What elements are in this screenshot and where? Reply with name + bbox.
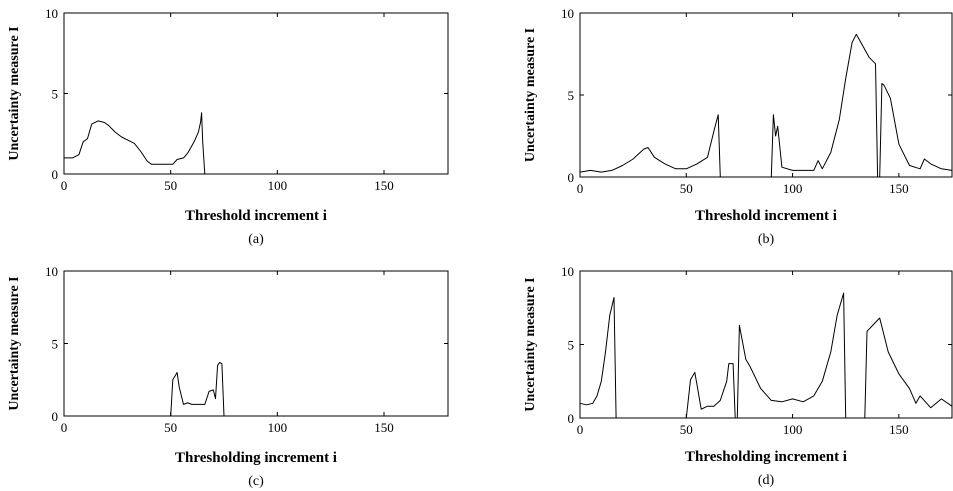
plot-frame xyxy=(579,270,953,419)
y-tick-label: 10 xyxy=(561,264,574,279)
x-tick-label: 0 xyxy=(61,178,68,193)
y-tick-label: 5 xyxy=(568,338,575,353)
x-tick-label: 50 xyxy=(680,181,693,196)
y-tick-label: 10 xyxy=(45,6,58,21)
x-tick-label: 0 xyxy=(577,181,584,196)
x-axis-label: Threshold increment i xyxy=(185,208,327,224)
x-axis-label: Thresholding increment i xyxy=(685,449,847,465)
plot-frame xyxy=(63,12,449,175)
x-tick-label: 150 xyxy=(374,178,394,193)
y-tick-label: 5 xyxy=(52,337,59,352)
x-tick-label: 0 xyxy=(577,422,584,437)
series-line xyxy=(579,33,953,178)
y-axis-label: Uncertainty measure I xyxy=(523,277,538,411)
x-tick-label: 100 xyxy=(268,178,288,193)
y-tick-label: 0 xyxy=(52,167,59,182)
panel-caption: (d) xyxy=(758,473,775,488)
y-tick-label: 10 xyxy=(45,264,58,279)
x-tick-label: 0 xyxy=(61,420,68,435)
y-axis-label: Uncertainty measure I xyxy=(7,276,22,410)
y-tick-label: 10 xyxy=(561,6,574,21)
x-tick-label: 100 xyxy=(783,422,803,437)
series-line xyxy=(579,292,953,419)
x-axis-label: Thresholding increment i xyxy=(175,450,337,466)
x-tick-label: 100 xyxy=(268,420,288,435)
plot-frame xyxy=(579,12,953,178)
panel-caption: (b) xyxy=(758,232,775,247)
x-tick-label: 150 xyxy=(889,181,909,196)
series-line xyxy=(64,361,448,417)
y-axis-label: Uncertainty measure I xyxy=(523,28,538,162)
panel-caption: (c) xyxy=(248,474,264,489)
y-tick-label: 0 xyxy=(568,170,575,185)
y-tick-label: 0 xyxy=(568,411,575,426)
x-tick-label: 150 xyxy=(889,422,909,437)
panel-caption: (a) xyxy=(248,232,264,247)
series-line xyxy=(64,112,448,175)
x-tick-label: 50 xyxy=(680,422,693,437)
x-tick-label: 50 xyxy=(164,178,177,193)
plot-frame xyxy=(63,270,449,417)
y-axis-label: Uncertainty measure I xyxy=(7,26,22,160)
x-axis-label: Threshold increment i xyxy=(695,208,837,224)
x-tick-label: 100 xyxy=(783,181,803,196)
x-tick-label: 150 xyxy=(374,420,394,435)
y-tick-label: 0 xyxy=(52,409,59,424)
y-tick-label: 5 xyxy=(52,87,59,102)
y-tick-label: 5 xyxy=(568,88,575,103)
x-tick-label: 50 xyxy=(164,420,177,435)
